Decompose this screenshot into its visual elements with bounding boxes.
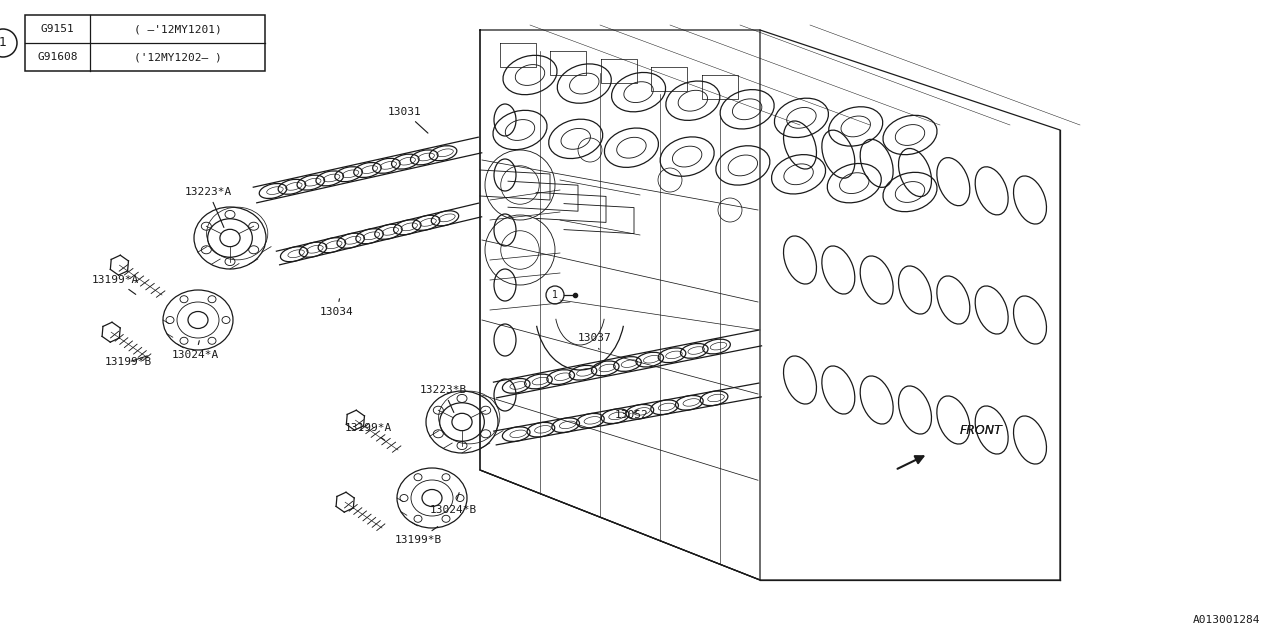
Text: 13199*B: 13199*B xyxy=(396,527,443,545)
Text: 1: 1 xyxy=(0,36,6,49)
Text: G91608: G91608 xyxy=(37,52,78,62)
Text: FRONT: FRONT xyxy=(960,424,1002,436)
Text: 13199*A: 13199*A xyxy=(92,275,140,294)
Text: 13223*B: 13223*B xyxy=(420,385,467,412)
Text: 13199*B: 13199*B xyxy=(105,356,152,367)
Text: 13052: 13052 xyxy=(614,410,649,420)
Text: 13199*A: 13199*A xyxy=(346,423,392,440)
Bar xyxy=(26,15,265,71)
Text: G9151: G9151 xyxy=(41,24,74,34)
Text: 13024*B: 13024*B xyxy=(430,493,477,515)
Text: ( –'12MY1201): ( –'12MY1201) xyxy=(133,24,221,34)
Text: 13034: 13034 xyxy=(320,299,353,317)
Text: A013001284: A013001284 xyxy=(1193,615,1260,625)
Text: FRONT: FRONT xyxy=(960,424,1002,436)
Text: 13024*A: 13024*A xyxy=(172,340,219,360)
Text: 1: 1 xyxy=(552,290,558,300)
Text: 13037: 13037 xyxy=(579,333,612,349)
Text: ('12MY1202– ): ('12MY1202– ) xyxy=(133,52,221,62)
Text: 13031: 13031 xyxy=(388,107,428,133)
Text: 13223*A: 13223*A xyxy=(186,187,232,227)
